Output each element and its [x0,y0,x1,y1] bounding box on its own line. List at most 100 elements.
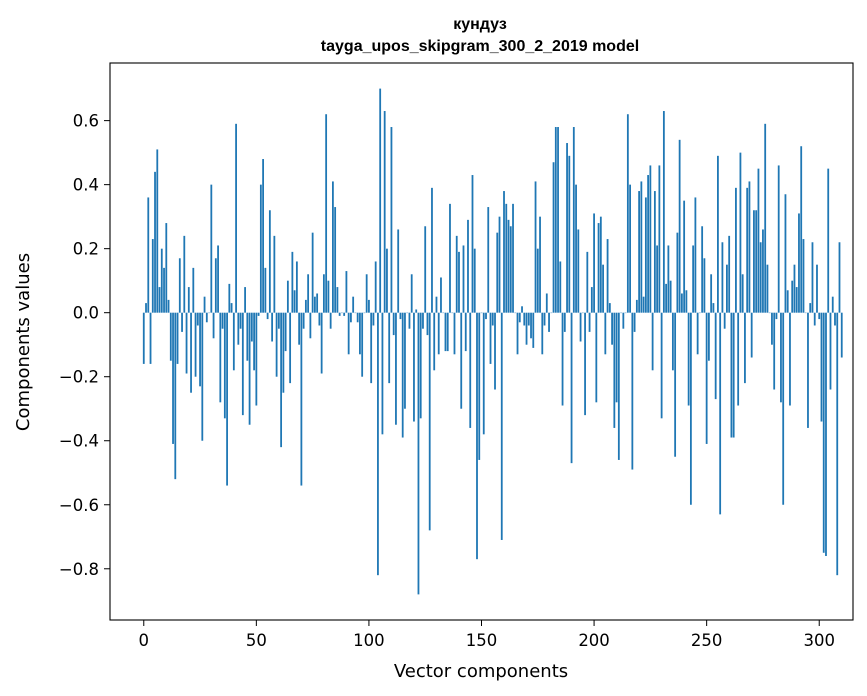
bar [633,312,636,332]
bar [518,312,521,323]
bar [142,312,145,364]
bar [568,155,571,313]
bar [318,312,321,326]
bar [253,312,255,371]
chart-title: кундуз [453,16,507,33]
bar [694,197,697,313]
bar [460,312,463,409]
bar [160,248,163,313]
bar [593,213,595,313]
bar [280,312,283,448]
bar [534,181,537,313]
bar [638,191,641,313]
bar [372,312,375,326]
bar [304,299,307,313]
bar [374,261,377,313]
bar [793,264,796,313]
bar [521,306,523,313]
bar [523,312,526,326]
bar [753,210,755,313]
bar [205,312,208,323]
bar [453,312,456,355]
bar [554,127,557,313]
bar [676,232,679,313]
bar [687,312,690,406]
bar [444,312,447,352]
bar [379,88,382,313]
bar [158,287,161,313]
bar [181,312,183,332]
bar [703,258,706,313]
bar [248,312,251,425]
bar [219,312,222,403]
bar [482,312,485,435]
bar [458,251,460,313]
bar [201,312,204,441]
bar [464,312,467,352]
x-axis-label: Vector components [394,661,568,682]
bar [834,312,836,326]
bar [726,264,728,313]
bar [512,203,514,313]
bar [350,312,352,323]
bar [259,184,262,313]
bar [203,296,206,313]
bar [710,274,713,313]
bar [602,264,604,313]
bar [422,312,424,329]
bar [268,210,271,313]
bar [721,242,724,313]
bar [840,312,843,358]
bar [647,175,650,313]
bar [658,165,661,313]
bar [662,111,665,313]
bar [408,312,411,329]
bar [762,229,764,313]
bar [795,287,798,313]
bar [424,226,427,313]
bar [509,226,512,313]
bar [250,312,253,342]
bar [264,267,267,313]
bar [199,312,201,387]
bar [613,312,616,428]
bar [719,312,722,515]
bar [541,312,544,355]
plot-frame [109,62,854,621]
bar [759,242,762,313]
bar [228,283,231,313]
bar [516,312,519,355]
bar [210,184,213,313]
bar [527,312,530,326]
bar [737,312,740,406]
bar [701,226,704,313]
bar [332,181,334,313]
y-tick-label: 0.2 [73,240,99,259]
bar [557,127,559,313]
bar [417,312,420,595]
bar [543,312,546,326]
bar [532,312,535,348]
x-tick-label: 150 [466,631,498,650]
bar [798,213,800,313]
bar [685,290,688,313]
bar [748,181,751,313]
bar [293,290,296,313]
y-tick-label: 0.4 [73,176,99,195]
bar [802,239,805,313]
bar [777,165,780,313]
y-tick-label: −0.8 [59,560,99,579]
y-tick-label: −0.6 [59,496,99,515]
bar [775,312,778,320]
bar [386,248,388,313]
bar [397,229,400,313]
plot-area [109,62,854,621]
bar [311,232,314,313]
x-tick-label: 250 [691,631,723,650]
bar [831,296,834,313]
bar [579,312,582,342]
bar [145,303,147,313]
bar [266,312,269,320]
bar [498,216,501,313]
bar [552,162,555,313]
